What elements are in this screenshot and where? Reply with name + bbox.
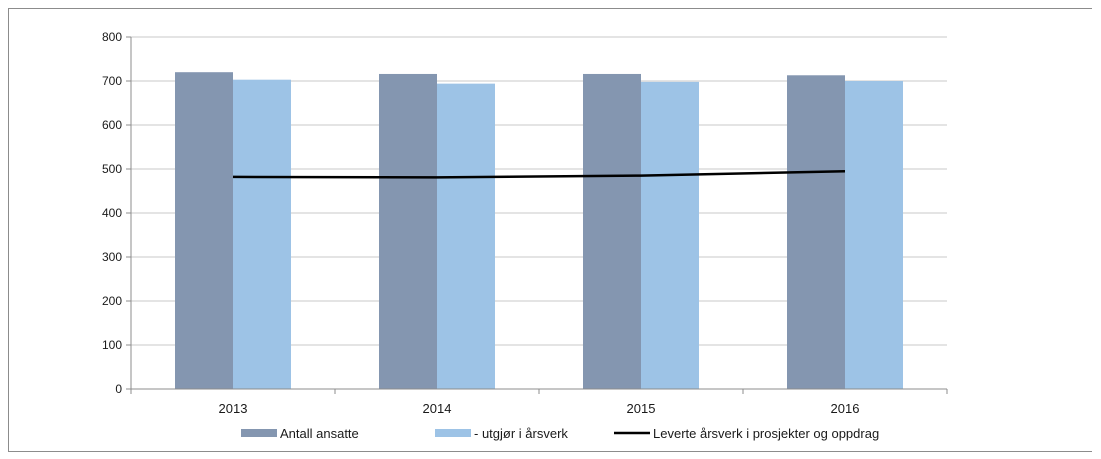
x-axis-ticks: 2013 2014 2015 2016 [130, 389, 948, 416]
legend-swatch-1 [435, 429, 471, 437]
x-tick-label: 2014 [423, 401, 452, 416]
bar-0-2 [583, 73, 641, 390]
legend-label-2: Leverte årsverk i prosjekter og oppdrag [653, 426, 879, 441]
bar-1-3 [845, 81, 903, 389]
bars [175, 72, 903, 390]
bar-0-3 [787, 75, 845, 389]
x-tick-label: 2015 [627, 401, 656, 416]
legend-swatch-0 [241, 429, 277, 437]
y-tick-label: 200 [102, 294, 122, 308]
x-tick-label: 2013 [219, 401, 248, 416]
bar-0-1 [379, 73, 437, 390]
line-series-2 [232, 169, 846, 179]
y-tick-label: 600 [102, 118, 122, 132]
y-tick-label: 700 [102, 74, 122, 88]
y-tick-label: 800 [102, 30, 122, 44]
chart-frame: 0 100 200 300 400 500 600 700 800 2013 2014 2015 20… [8, 8, 1092, 452]
y-tick-label: 100 [102, 338, 122, 352]
y-tick-label: 400 [102, 206, 122, 220]
bar-1-2 [641, 81, 699, 389]
y-tick-label: 500 [102, 162, 122, 176]
bar-0-0 [175, 72, 233, 389]
bar-1-1 [437, 83, 495, 389]
y-tick-label: 300 [102, 250, 122, 264]
line-series [232, 169, 846, 179]
legend-label-1: - utgjør i årsverk [474, 426, 568, 441]
bar-1-0 [233, 79, 291, 390]
legend: Antall ansatte - utgjør i årsverk Leverte … [241, 426, 879, 441]
y-axis-ticks: 0 100 200 300 400 500 600 700 800 [102, 30, 131, 396]
legend-label-0: Antall ansatte [280, 426, 359, 441]
y-tick-label: 0 [115, 382, 122, 396]
x-tick-label: 2016 [831, 401, 860, 416]
